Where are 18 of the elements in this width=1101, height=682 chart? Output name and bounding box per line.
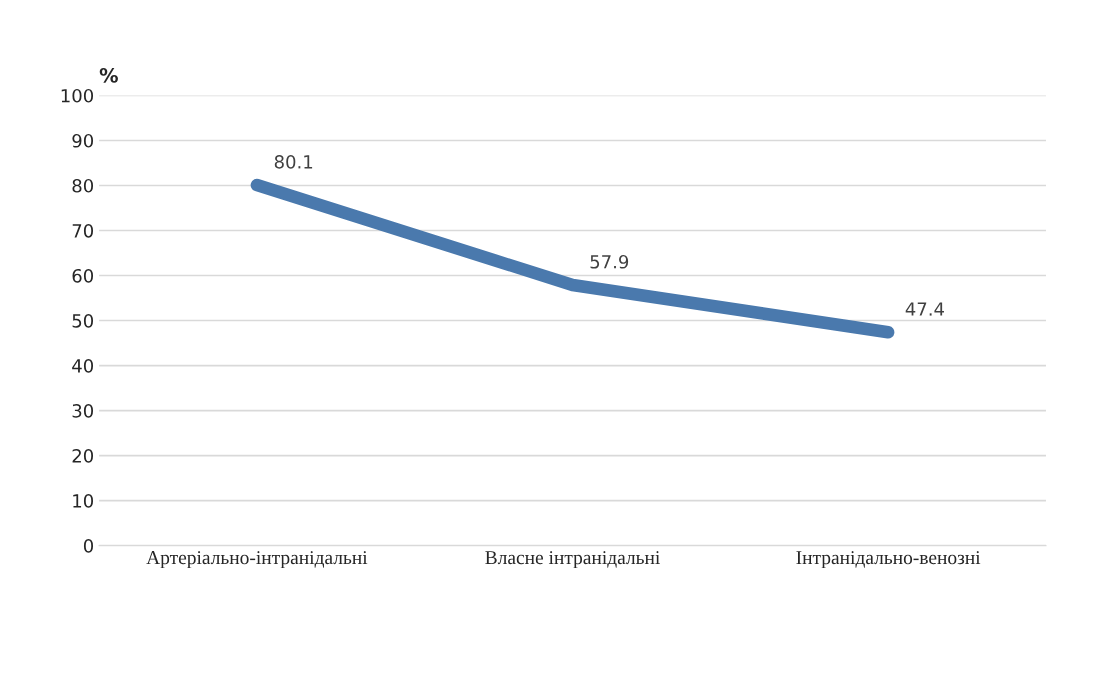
data-label: 47.4 bbox=[905, 302, 944, 316]
x-tick-label: Власне інтранідальні bbox=[485, 551, 660, 569]
y-tick-label: 80 bbox=[72, 178, 94, 193]
y-tick-label: 70 bbox=[72, 223, 94, 238]
y-tick-label: 50 bbox=[72, 314, 94, 328]
y-tick-label: 20 bbox=[72, 449, 94, 463]
y-tick-label: 100 bbox=[61, 88, 94, 103]
y-tick-label: 30 bbox=[72, 404, 94, 418]
y-tick-label: 90 bbox=[72, 133, 94, 148]
data-label: 57.9 bbox=[590, 254, 629, 269]
x-tick-label: Артеріально-інтранідальні bbox=[146, 551, 368, 569]
y-tick-label: 10 bbox=[73, 494, 94, 508]
y-tick-label: 0 bbox=[83, 539, 94, 553]
y-tick-label: 40 bbox=[72, 359, 94, 373]
y-axis-title: % bbox=[99, 68, 118, 83]
data-label: 80.1 bbox=[274, 154, 313, 169]
y-tick-label: 60 bbox=[72, 268, 94, 283]
x-tick-label: Інтранідально-венозні bbox=[796, 551, 981, 569]
